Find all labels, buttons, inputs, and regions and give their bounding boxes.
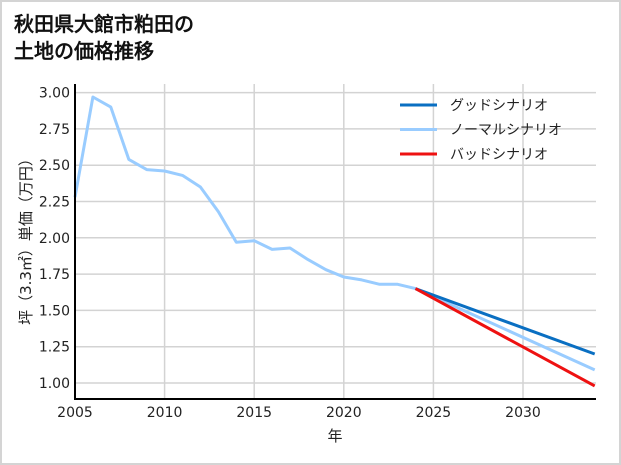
legend-label: バッドシナリオ (450, 147, 548, 163)
y-tick-label: 1.00 (39, 376, 70, 392)
series-line-0 (414, 287, 596, 356)
y-tick-label: 2.25 (39, 195, 70, 211)
x-tick-label: 2015 (236, 405, 272, 421)
y-tick-label: 1.50 (39, 303, 70, 319)
series-line-1 (73, 95, 596, 372)
x-tick-label: 2005 (57, 405, 93, 421)
y-tick-label: 2.00 (39, 231, 70, 247)
x-axis-label: 年 (327, 427, 342, 445)
x-tick-label: 2030 (505, 405, 541, 421)
y-tick-label: 2.75 (39, 122, 70, 138)
legend-label: ノーマルシナリオ (450, 123, 562, 139)
y-tick-label: 1.25 (39, 340, 70, 356)
y-tick-label: 1.75 (39, 267, 70, 283)
legend-label: グッドシナリオ (450, 98, 548, 114)
series-line-2 (414, 287, 596, 388)
chart-title: 秋田県大館市粕田の 土地の価格推移 (14, 11, 194, 65)
x-tick-label: 2010 (147, 405, 183, 421)
y-tick-label: 3.00 (39, 86, 70, 102)
y-axis-tick-labels: 1.00 1.25 1.50 1.75 2.00 2.25 2.50 2.75 3.00 (39, 86, 70, 392)
data-series (73, 95, 596, 388)
x-tick-label: 2020 (326, 405, 362, 421)
chart-title-line-1: 秋田県大館市粕田の (14, 12, 194, 36)
y-tick-label: 2.50 (39, 158, 70, 174)
x-axis-tick-labels: 2005 2010 2015 2020 2025 2030 (57, 405, 541, 421)
chart-title-line-2: 土地の価格推移 (14, 39, 154, 63)
axes (74, 84, 596, 400)
y-axis-label: 坪（3.3㎡）単価（万円） (17, 151, 35, 325)
x-tick-label: 2025 (416, 405, 452, 421)
